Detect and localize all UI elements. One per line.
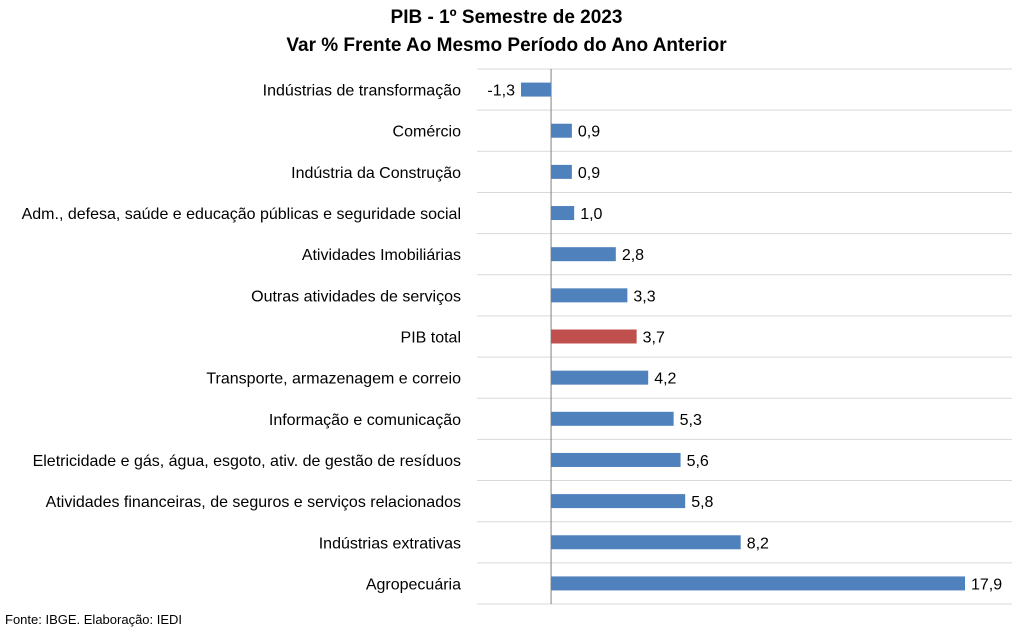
bar <box>551 329 637 344</box>
category-label: Outras atividades de serviços <box>251 288 461 305</box>
bars <box>521 82 965 591</box>
value-label: 1,0 <box>580 206 602 223</box>
value-label: 0,9 <box>578 124 600 141</box>
bar <box>551 535 741 550</box>
bar <box>551 123 572 138</box>
chart-title: PIB - 1º Semestre de 2023 <box>390 7 623 28</box>
labels: Indústrias de transformação -1,3 Comércio 0… <box>22 83 1003 594</box>
category-label: Transporte, armazenagem e correio <box>206 371 461 388</box>
bar <box>551 452 681 467</box>
category-label: Indústrias de transformação <box>263 83 461 100</box>
category-label: Eletricidade e gás, água, esgoto, ativ. … <box>33 453 461 470</box>
value-label: 5,3 <box>680 412 702 429</box>
category-label: Adm., defesa, saúde e educação públicas … <box>22 206 461 223</box>
bar <box>551 370 649 385</box>
category-label: Informação e comunicação <box>269 412 461 429</box>
bar <box>551 411 674 426</box>
value-label: 0,9 <box>578 165 600 182</box>
value-label: 17,9 <box>971 576 1002 593</box>
value-label: 2,8 <box>622 247 644 264</box>
bar <box>551 576 965 591</box>
bar <box>551 247 616 262</box>
bar <box>521 82 552 97</box>
value-label: 5,8 <box>691 494 713 511</box>
category-label: Indústria da Construção <box>291 165 461 182</box>
category-label: PIB total <box>401 330 461 347</box>
value-label: 3,7 <box>643 330 665 347</box>
value-label: 4,2 <box>654 371 676 388</box>
category-label: Agropecuária <box>366 576 461 593</box>
value-label: 8,2 <box>747 535 769 552</box>
bar <box>551 164 572 179</box>
category-label: Atividades financeiras, de seguros e ser… <box>46 494 461 511</box>
category-label: Comércio <box>393 124 462 141</box>
value-label: 5,6 <box>687 453 709 470</box>
bar <box>551 206 575 221</box>
bar <box>551 494 686 509</box>
gridlines <box>477 68 1012 605</box>
category-label: Atividades Imobiliárias <box>302 247 461 264</box>
source-note: Fonte: IBGE. Elaboração: IEDI <box>5 612 183 627</box>
value-label: -1,3 <box>487 83 515 100</box>
category-label: Indústrias extrativas <box>319 535 461 552</box>
bar <box>551 288 628 303</box>
chart-subtitle: Var % Frente Ao Mesmo Período do Ano Ant… <box>286 35 727 56</box>
value-label: 3,3 <box>633 288 655 305</box>
